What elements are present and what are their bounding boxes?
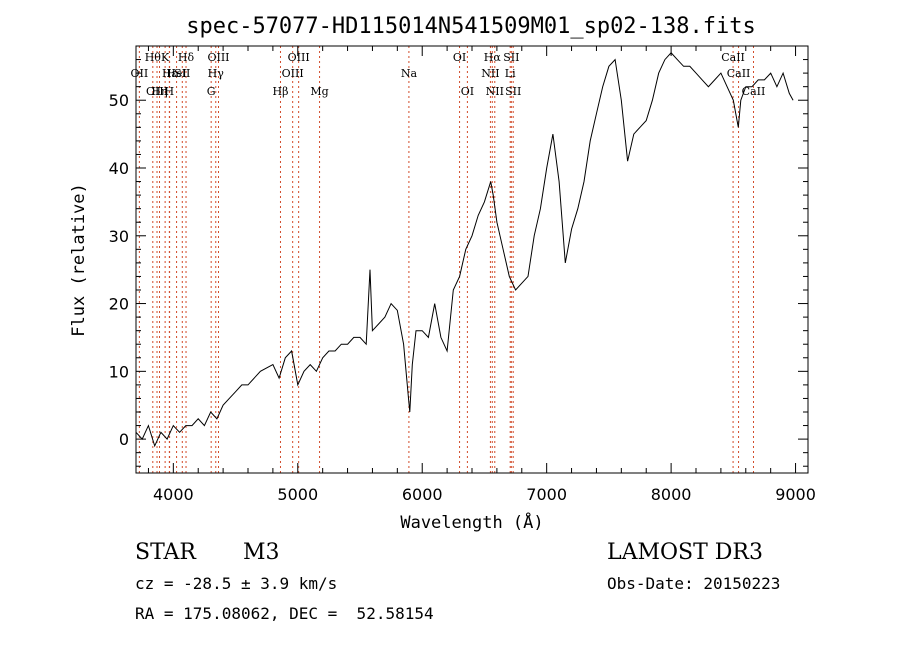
line-marker-label: NII [486, 85, 504, 98]
line-marker-label: Li [505, 67, 516, 80]
x-tick-label: 4000 [153, 485, 194, 504]
line-marker-label: Hβ [273, 85, 289, 98]
x-tick-label: 7000 [526, 485, 567, 504]
line-marker-label: Hη [151, 85, 167, 98]
plot-frame [135, 45, 809, 474]
y-tick-label: 50 [109, 91, 129, 110]
line-marker-label: OIII [146, 85, 168, 98]
y-tick-label: 20 [109, 295, 129, 314]
chart-title: spec-57077-HD115014N541509M01_sp02-138.f… [186, 14, 756, 39]
line-marker-label: OIII [288, 51, 310, 64]
line-marker-label: OIII [282, 67, 304, 80]
line-marker-label: Hδ [178, 51, 195, 64]
survey-name: LAMOST DR3 [607, 540, 763, 565]
line-marker-label: K [161, 51, 170, 64]
object-class: STAR [135, 540, 196, 565]
line-marker-label: OIII [207, 51, 229, 64]
y-axis-label: Flux (relative) [69, 183, 89, 337]
x-axis-label: Wavelength (Å) [400, 511, 543, 533]
obs-date: Obs-Date: 20150223 [607, 574, 781, 593]
object-subclass: M3 [243, 540, 280, 565]
x-tick-label: 6000 [402, 485, 443, 504]
line-marker-label: Mg [310, 85, 328, 98]
line-marker-label: Na [401, 67, 418, 80]
line-marker-label: SII [503, 51, 519, 64]
line-marker-label: OI [461, 85, 474, 98]
line-marker-label: OI [453, 51, 466, 64]
line-marker-label: G [207, 85, 216, 98]
spectrum-line [135, 52, 794, 448]
coordinates: RA = 175.08062, DEC = 52.58154 [135, 604, 434, 623]
emission-line-markers [138, 46, 754, 473]
line-marker-label: Hθ [145, 51, 162, 64]
line-marker-label: CaII [742, 85, 766, 98]
line-marker-label: Hε [162, 67, 178, 80]
line-marker-label: Hγ [208, 67, 225, 80]
emission-line-labels: HθOIIOIIIHηKHHεHeISIIHδGHγOIIIHβOIIIOIII… [131, 51, 766, 98]
y-tick-label: 40 [109, 159, 129, 178]
line-marker-label: H [165, 85, 175, 98]
line-marker-label: SII [174, 67, 190, 80]
y-tick-label: 0 [119, 430, 129, 449]
y-tick-label: 30 [109, 227, 129, 246]
x-tick-label: 5000 [277, 485, 318, 504]
line-marker-label: SII [505, 85, 521, 98]
line-marker-label: NII [481, 67, 499, 80]
line-marker-label: HeI [166, 67, 186, 80]
y-tick-labels: 0 10 20 30 40 50 [109, 91, 129, 449]
x-tick-labels: 4000 5000 6000 7000 8000 9000 [153, 485, 816, 504]
x-tick-label: 9000 [775, 485, 816, 504]
x-tick-label: 8000 [651, 485, 692, 504]
redshift-text: cz = -28.5 ± 3.9 km/s [135, 574, 338, 593]
line-marker-label: CaII [721, 51, 745, 64]
line-marker-label: Hα [484, 51, 502, 64]
y-tick-label: 10 [109, 362, 129, 381]
axis-ticks [136, 46, 808, 473]
line-marker-label: CaII [727, 67, 751, 80]
